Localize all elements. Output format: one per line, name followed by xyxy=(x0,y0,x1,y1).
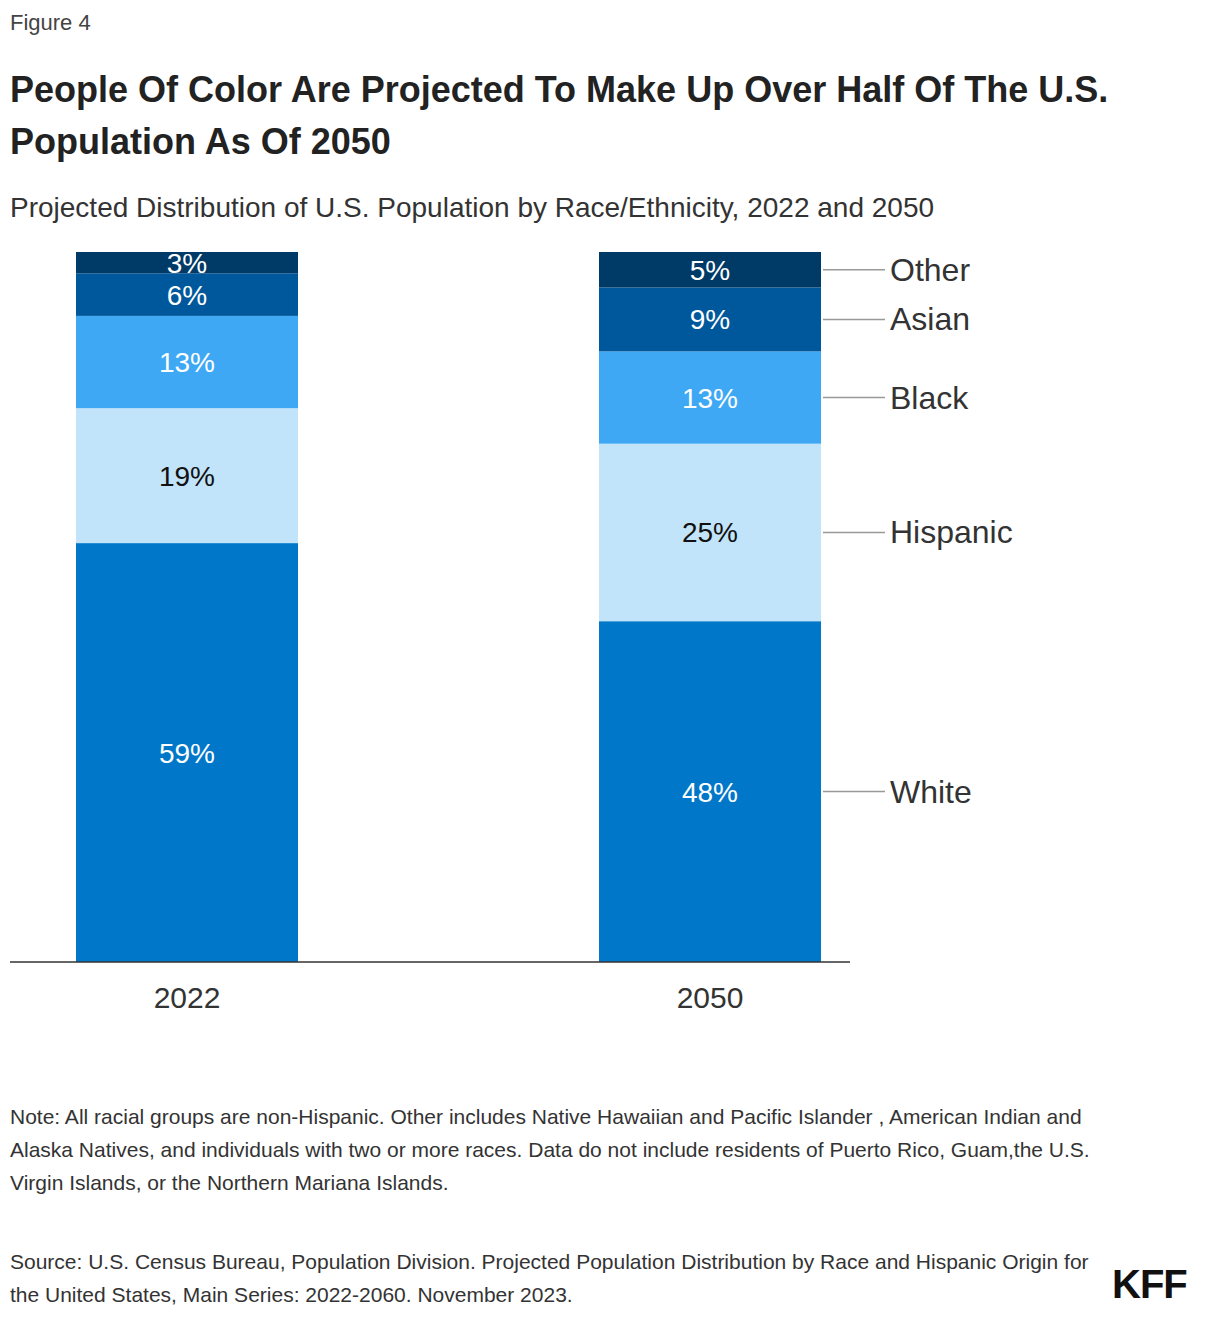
legend-leader xyxy=(823,532,885,534)
data-label: 19% xyxy=(159,461,215,492)
legend: White Hispanic Black Asian Other xyxy=(823,252,1013,810)
bar-segment xyxy=(76,273,298,316)
legend-label: Black xyxy=(890,380,969,416)
bar-segment xyxy=(599,621,821,962)
bar-segment xyxy=(599,252,821,288)
data-label: 5% xyxy=(690,255,730,286)
subtitle: Projected Distribution of U.S. Populatio… xyxy=(10,192,1210,224)
legend-label: White xyxy=(890,774,972,810)
legend-leader xyxy=(823,791,885,793)
credit: KFF xyxy=(1112,1262,1187,1307)
data-labels: 59% 48% 19% 25% 13% 13% 6% 9% 3% 5% xyxy=(159,248,738,808)
bar-segment xyxy=(76,408,298,543)
data-label: 59% xyxy=(159,738,215,769)
bar-segment xyxy=(76,543,298,962)
legend-label: Hispanic xyxy=(890,514,1013,550)
legend-label: Other xyxy=(890,252,970,288)
legend-leader xyxy=(823,269,885,271)
legend-leader xyxy=(823,397,885,399)
bar-segment xyxy=(76,316,298,408)
bar-segment xyxy=(599,444,821,622)
legend-label: Asian xyxy=(890,301,970,337)
source: Source: U.S. Census Bureau, Population D… xyxy=(10,1245,1090,1311)
data-label: 6% xyxy=(167,280,207,311)
title: People Of Color Are Projected To Make Up… xyxy=(10,64,1200,168)
figure-label: Figure 4 xyxy=(10,10,91,36)
x-axis-line xyxy=(10,961,850,963)
x-tick-label: 2022 xyxy=(154,981,221,1014)
bars xyxy=(76,252,821,962)
legend-leader xyxy=(823,319,885,321)
data-label: 25% xyxy=(682,517,738,548)
chart: 59% 48% 19% 25% 13% 13% 6% 9% 3% 5% White Hispanic B… xyxy=(0,0,1220,1322)
bar-segment xyxy=(599,288,821,352)
bar-segment xyxy=(599,351,821,443)
data-label: 13% xyxy=(159,347,215,378)
data-label: 13% xyxy=(682,383,738,414)
data-label: 3% xyxy=(167,248,207,279)
x-tick-label: 2050 xyxy=(677,981,744,1014)
data-label: 48% xyxy=(682,777,738,808)
note: Note: All racial groups are non-Hispanic… xyxy=(10,1100,1100,1199)
data-label: 9% xyxy=(690,304,730,335)
